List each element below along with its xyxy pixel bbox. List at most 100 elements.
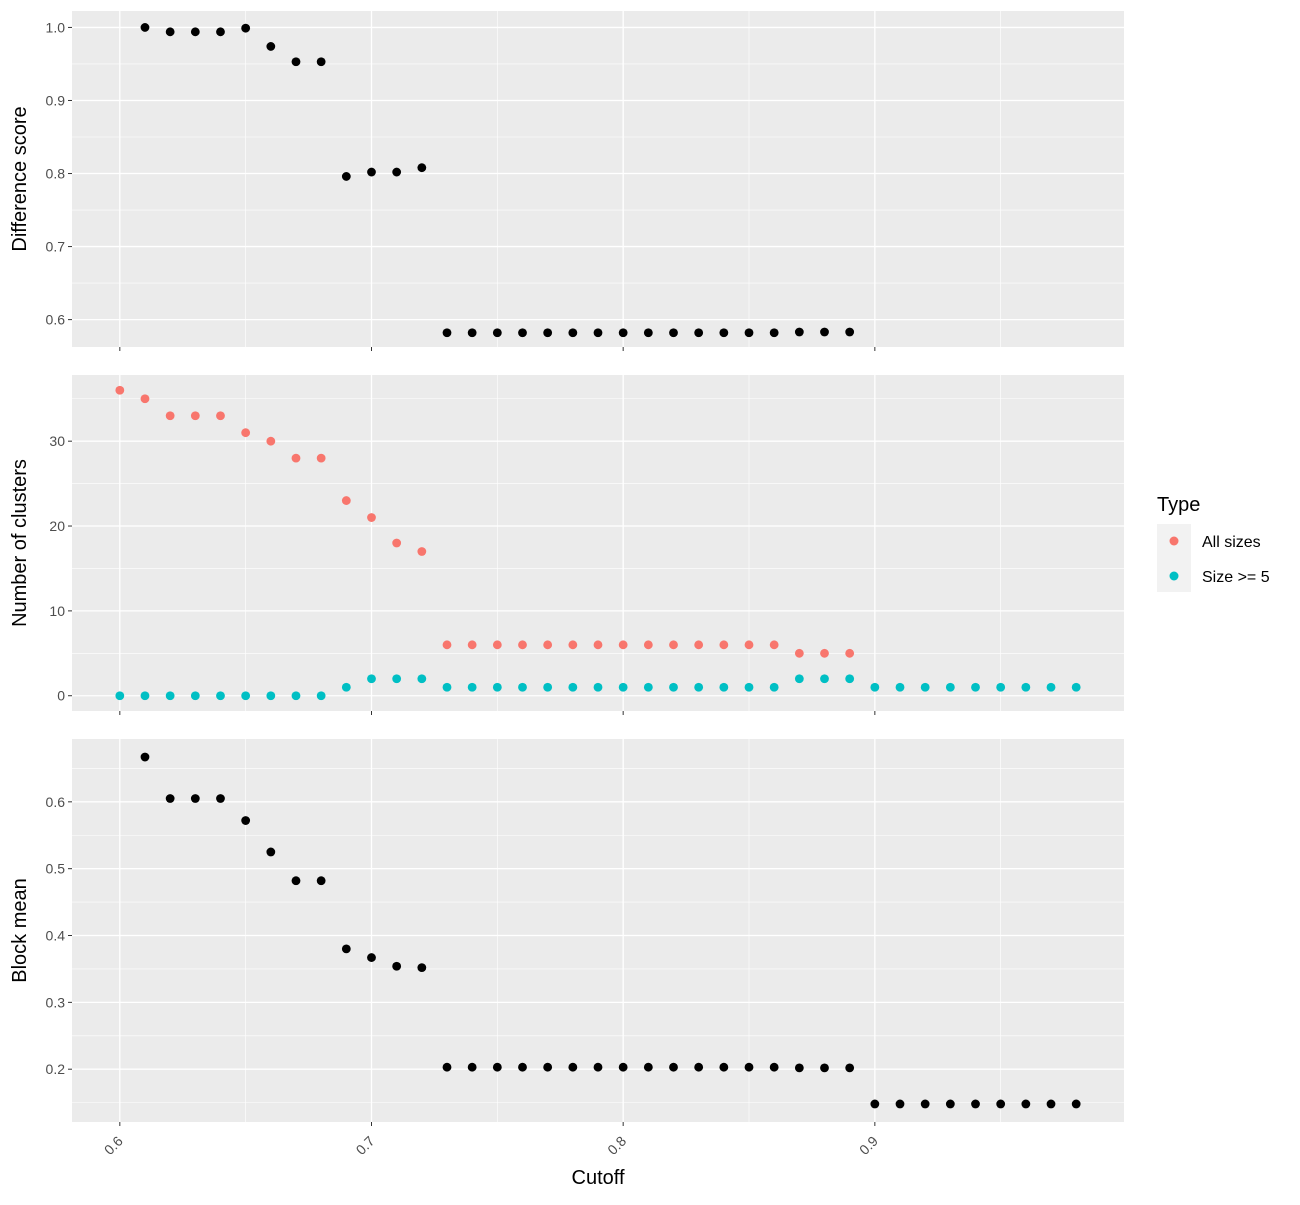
point-series <box>492 1062 502 1072</box>
point-size-5 <box>744 682 754 692</box>
point-series <box>442 328 452 338</box>
point-all-sizes <box>518 640 527 650</box>
point-size-5 <box>568 682 578 692</box>
point-all-sizes <box>593 640 603 650</box>
point-size-5 <box>971 682 980 692</box>
point-all-sizes <box>266 436 276 446</box>
point-series <box>543 328 553 338</box>
x-tick-label: 0.7 <box>353 1133 378 1158</box>
point-series <box>241 816 251 825</box>
point-series <box>543 1062 553 1072</box>
point-size-5 <box>1071 682 1081 692</box>
y-axis-title: Block mean <box>9 878 31 983</box>
y-tick-label: 1.0 <box>46 19 66 35</box>
point-series <box>769 328 779 338</box>
point-series <box>216 27 225 37</box>
point-all-sizes <box>618 640 628 650</box>
point-size-5 <box>669 682 678 692</box>
point-size-5 <box>367 674 376 684</box>
y-axis-title: Number of clusters <box>9 459 31 627</box>
point-series <box>920 1099 930 1109</box>
point-all-sizes <box>845 648 855 658</box>
point-series <box>291 57 301 67</box>
point-all-sizes <box>794 648 804 658</box>
point-series <box>316 57 326 67</box>
point-series <box>719 328 729 338</box>
point-size-5 <box>543 682 553 692</box>
point-series <box>744 328 754 338</box>
y-tick-label: 0.6 <box>46 312 66 328</box>
point-size-5 <box>518 682 527 692</box>
point-series <box>241 23 251 33</box>
point-series <box>820 327 829 337</box>
point-size-5 <box>492 682 502 692</box>
point-all-sizes <box>467 640 477 650</box>
point-all-sizes <box>316 453 326 463</box>
point-series <box>467 1062 477 1072</box>
point-series <box>945 1099 955 1109</box>
point-series <box>341 944 351 954</box>
point-series <box>1021 1099 1031 1109</box>
point-series <box>694 328 704 338</box>
legend-key-size-ge-5 <box>1169 571 1179 581</box>
point-size-5 <box>643 682 653 692</box>
point-all-sizes <box>165 411 175 421</box>
legend-label-all-sizes: All sizes <box>1202 534 1261 551</box>
point-size-5 <box>845 674 855 684</box>
point-all-sizes <box>820 648 829 658</box>
point-series <box>165 27 175 37</box>
x-tick-label: 0.6 <box>101 1133 126 1158</box>
y-tick-label: 0.3 <box>46 994 66 1010</box>
point-series <box>316 876 326 886</box>
y-tick-label: 30 <box>49 433 65 449</box>
point-series <box>769 1062 779 1072</box>
x-tick-label: 0.8 <box>604 1133 629 1158</box>
panel-number-of-clusters: 0 10 20 30 Number of clusters <box>9 375 1124 715</box>
point-size-5 <box>618 682 628 692</box>
point-series <box>669 328 678 338</box>
point-series <box>367 953 376 962</box>
point-all-sizes <box>694 640 704 650</box>
point-series <box>870 1099 880 1109</box>
point-size-5 <box>291 691 301 701</box>
point-series <box>568 328 578 338</box>
point-series <box>643 1062 653 1072</box>
x-axis-title: Cutoff <box>572 1167 625 1189</box>
point-all-sizes <box>190 411 200 421</box>
point-series <box>417 963 427 972</box>
point-size-5 <box>442 682 452 692</box>
point-series <box>518 328 527 338</box>
point-size-5 <box>870 682 880 692</box>
point-all-sizes <box>216 411 225 421</box>
y-tick-label: 20 <box>49 518 65 534</box>
point-series <box>971 1099 980 1109</box>
y-axis-title: Difference score <box>9 106 31 251</box>
point-all-sizes <box>769 640 779 650</box>
point-size-5 <box>820 674 829 684</box>
point-all-sizes <box>492 640 502 650</box>
y-tick-label: 0.8 <box>46 166 66 182</box>
point-all-sizes <box>367 513 376 522</box>
point-size-5 <box>996 682 1006 692</box>
point-series <box>518 1062 527 1072</box>
y-tick-label: 10 <box>49 603 65 619</box>
y-tick-label: 0.9 <box>46 92 66 108</box>
point-all-sizes <box>392 538 402 548</box>
point-series <box>266 42 276 51</box>
point-series <box>643 328 653 338</box>
point-size-5 <box>1046 682 1056 692</box>
point-size-5 <box>719 682 729 692</box>
point-series <box>568 1062 578 1072</box>
point-size-5 <box>593 682 603 692</box>
point-size-5 <box>165 691 175 701</box>
point-size-5 <box>190 691 200 701</box>
legend-key-all-sizes <box>1169 536 1179 546</box>
point-series <box>618 328 628 338</box>
point-series <box>492 328 502 338</box>
panel-block-mean: 0.2 0.3 0.4 0.5 0.6 Block mean <box>9 739 1124 1126</box>
legend: Type All sizes Size >= 5 <box>1157 494 1270 592</box>
point-series <box>669 1062 678 1072</box>
point-series <box>794 327 804 337</box>
